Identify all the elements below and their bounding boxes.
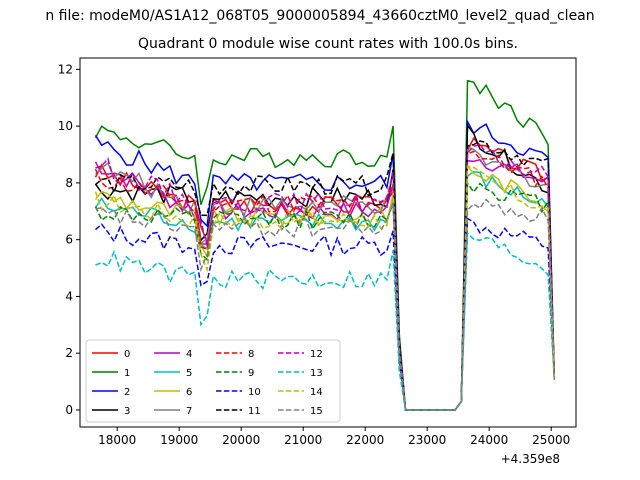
- series-line-7: [94, 146, 556, 411]
- legend-label-2: 2: [124, 387, 130, 398]
- series-line-15: [95, 198, 556, 411]
- y-tick-label: 12: [58, 62, 73, 76]
- x-tick-label: 25000: [532, 433, 570, 447]
- y-tick-label: 0: [65, 403, 73, 417]
- series-line-10: [95, 217, 556, 411]
- legend-label-15: 15: [310, 406, 323, 417]
- legend-label-6: 6: [186, 387, 192, 398]
- series-line-11: [95, 140, 556, 411]
- series-line-14: [94, 165, 556, 411]
- x-tick-label: 18000: [98, 433, 136, 447]
- legend-label-13: 13: [310, 368, 323, 379]
- y-tick-label: 8: [65, 176, 73, 190]
- y-tick-label: 4: [65, 289, 73, 303]
- legend-label-14: 14: [310, 387, 323, 398]
- legend-label-8: 8: [248, 349, 254, 360]
- y-tick-label: 2: [65, 346, 73, 360]
- legend-label-10: 10: [248, 387, 261, 398]
- series-line-12: [95, 143, 556, 411]
- legend-label-5: 5: [186, 368, 192, 379]
- y-tick-label: 10: [58, 119, 73, 133]
- legend-label-7: 7: [186, 406, 192, 417]
- series-line-8: [94, 150, 556, 411]
- legend-label-3: 3: [124, 406, 130, 417]
- series-lines: [94, 79, 556, 411]
- legend-box: [85, 339, 341, 423]
- x-tick-label: 23000: [408, 433, 446, 447]
- legend-label-12: 12: [310, 349, 323, 360]
- x-tick-label: 20000: [222, 433, 260, 447]
- legend-label-4: 4: [186, 349, 192, 360]
- series-line-2: [94, 118, 556, 411]
- x-tick-label: 19000: [160, 433, 198, 447]
- y-tick-label: 6: [65, 233, 73, 247]
- figure-suptitle: n file: modeM0/AS1A12_068T05_9000005894_…: [45, 8, 595, 24]
- series-line-5: [94, 171, 556, 411]
- chart-title: Quadrant 0 module wise count rates with …: [138, 36, 518, 52]
- legend-label-1: 1: [124, 368, 130, 379]
- legend-label-0: 0: [124, 349, 130, 360]
- series-line-13: [95, 231, 556, 411]
- x-tick-label: 22000: [346, 433, 384, 447]
- series-line-4: [94, 158, 556, 411]
- series-line-9: [94, 181, 556, 411]
- legend-label-9: 9: [248, 368, 254, 379]
- x-tick-label: 21000: [284, 433, 322, 447]
- series-line-1: [94, 79, 556, 411]
- plot-frame: [79, 57, 577, 428]
- x-axis-offset-label: +4.359e8: [500, 452, 560, 466]
- axis-ticks: 18000 19000 20000 21000 22000 23000 24000 25000…: [58, 62, 571, 447]
- x-tick-label: 24000: [470, 433, 508, 447]
- legend-label-11: 11: [248, 406, 261, 417]
